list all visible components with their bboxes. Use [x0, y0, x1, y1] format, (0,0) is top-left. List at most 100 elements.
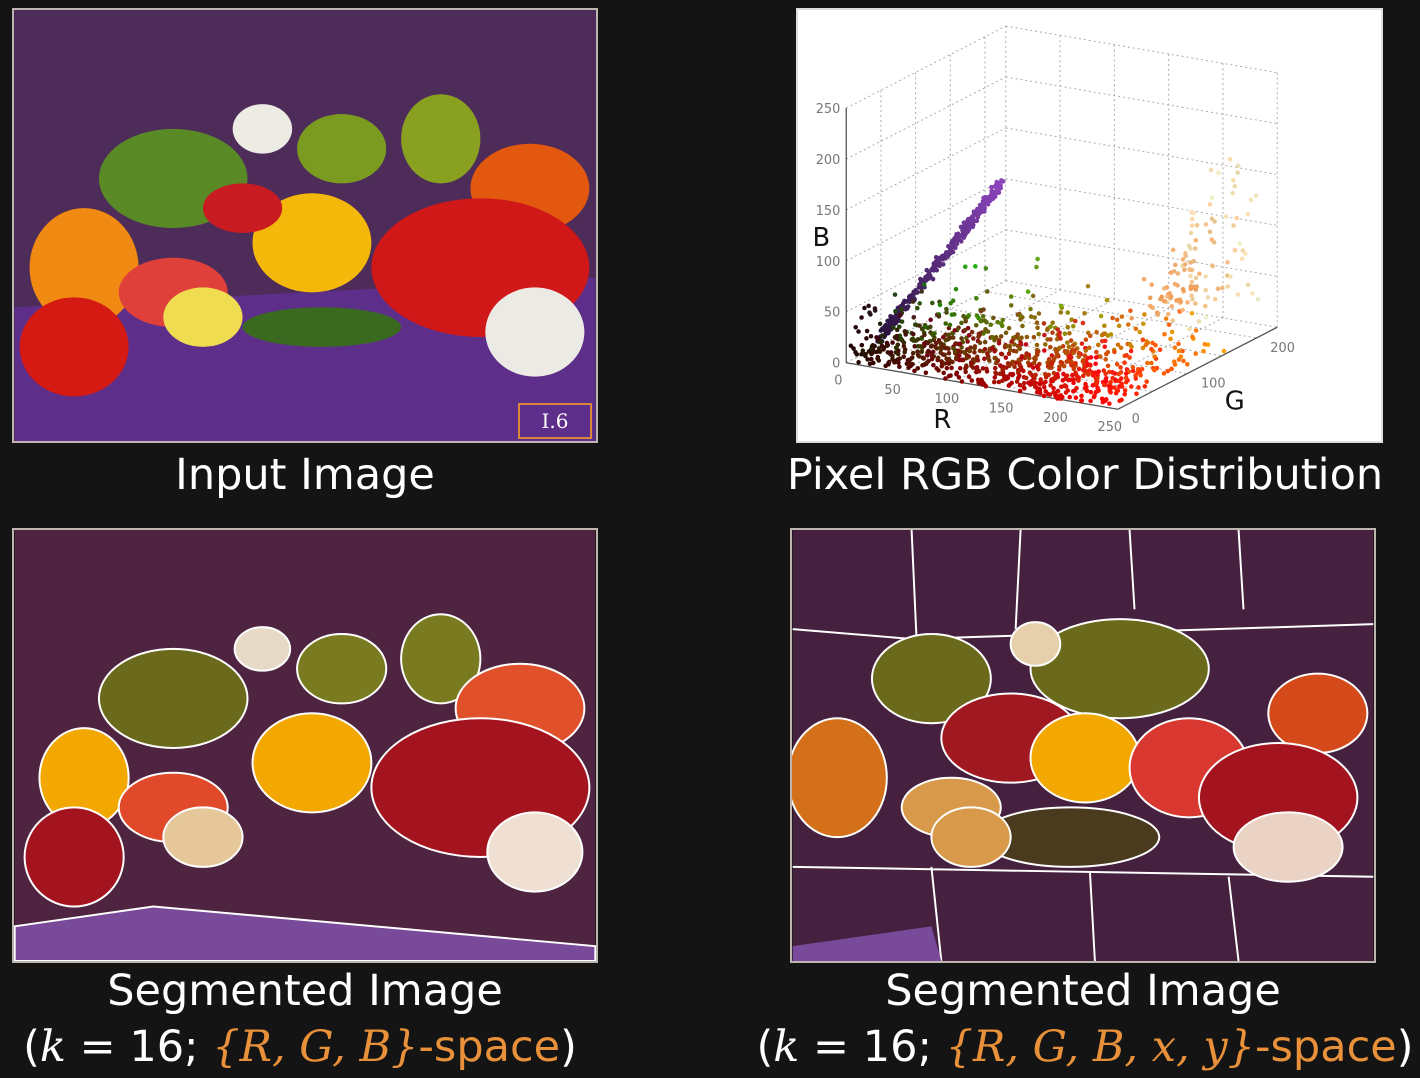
data-point [1176, 348, 1182, 354]
data-point [984, 289, 990, 294]
data-point [1049, 378, 1054, 384]
data-point [956, 375, 962, 380]
data-point [1006, 351, 1012, 356]
data-point [1207, 202, 1213, 207]
data-point [1133, 326, 1139, 332]
data-point [928, 317, 933, 323]
data-point [1189, 223, 1195, 228]
data-point [1126, 322, 1131, 327]
data-point [945, 360, 951, 366]
data-point [1071, 377, 1076, 382]
data-point [1187, 267, 1192, 272]
data-point [1062, 331, 1068, 337]
data-point [961, 313, 966, 319]
data-point [1250, 291, 1255, 296]
data-point [1188, 246, 1193, 251]
data-point [1201, 348, 1206, 354]
data-point [1104, 297, 1110, 303]
data-point [926, 348, 931, 354]
data-point [993, 356, 999, 361]
data-point [1085, 362, 1091, 368]
data-point [970, 217, 975, 223]
data-point [976, 208, 981, 214]
data-point [881, 347, 886, 352]
data-point [1072, 347, 1078, 353]
data-point [1065, 349, 1070, 354]
data-point [1073, 395, 1079, 400]
data-point [1030, 293, 1036, 299]
k-variable: k [773, 1022, 800, 1072]
data-point [975, 377, 981, 383]
data-point [1094, 329, 1099, 335]
data-point [1059, 360, 1065, 366]
data-point [1069, 372, 1075, 378]
grid-line [1005, 280, 1278, 328]
data-point [992, 375, 998, 380]
data-point [989, 334, 995, 340]
data-point [1018, 339, 1023, 345]
data-point [911, 315, 917, 320]
data-point [1017, 346, 1023, 352]
data-point [991, 315, 996, 321]
data-point [1058, 310, 1064, 315]
data-point [1058, 303, 1064, 309]
data-point [907, 299, 912, 305]
data-point [915, 365, 921, 371]
data-point [866, 349, 872, 354]
data-point [971, 336, 976, 341]
data-point [972, 357, 977, 363]
data-point [893, 350, 899, 355]
data-point [897, 364, 902, 370]
data-point [1021, 368, 1026, 374]
data-point [912, 344, 917, 349]
data-point [1118, 376, 1124, 381]
data-point [879, 343, 885, 349]
data-point [1048, 324, 1053, 329]
data-point [993, 334, 999, 340]
data-point [949, 249, 954, 255]
data-point [988, 322, 994, 328]
data-point [1062, 383, 1067, 389]
data-point [1188, 260, 1193, 265]
data-point [1117, 384, 1122, 389]
data-point [866, 303, 871, 309]
data-point [860, 348, 866, 353]
data-point [1202, 303, 1208, 309]
data-point [1101, 331, 1106, 337]
data-point [1045, 327, 1050, 333]
data-point [951, 346, 956, 351]
data-point [1189, 311, 1195, 316]
data-point [896, 324, 902, 330]
data-point [1185, 362, 1190, 367]
grid-line [915, 326, 1188, 375]
data-point [1157, 347, 1163, 352]
data-point [1034, 364, 1040, 369]
data-point [1049, 353, 1055, 358]
grid-line [1005, 229, 1278, 277]
data-point [1189, 279, 1195, 285]
data-point [949, 365, 954, 371]
y-axis-label: G [1225, 386, 1245, 416]
data-point [1129, 384, 1134, 389]
data-point [1172, 262, 1178, 268]
data-point [864, 336, 869, 341]
data-point [950, 238, 956, 243]
data-point [1163, 316, 1169, 321]
data-point [892, 292, 898, 297]
data-point [1212, 296, 1218, 302]
grid-line [1005, 178, 1278, 226]
data-point [1243, 251, 1248, 256]
data-point [1118, 365, 1123, 370]
data-point [968, 345, 973, 350]
data-point [1139, 366, 1145, 372]
grid-line [846, 25, 1007, 109]
data-point [895, 305, 901, 311]
data-point [1190, 334, 1195, 340]
data-point [982, 195, 987, 201]
data-point [1181, 358, 1186, 364]
data-point [1000, 370, 1006, 375]
data-point [1000, 317, 1006, 323]
data-point [1079, 393, 1084, 399]
data-point [1193, 351, 1199, 356]
data-point [1067, 394, 1072, 400]
